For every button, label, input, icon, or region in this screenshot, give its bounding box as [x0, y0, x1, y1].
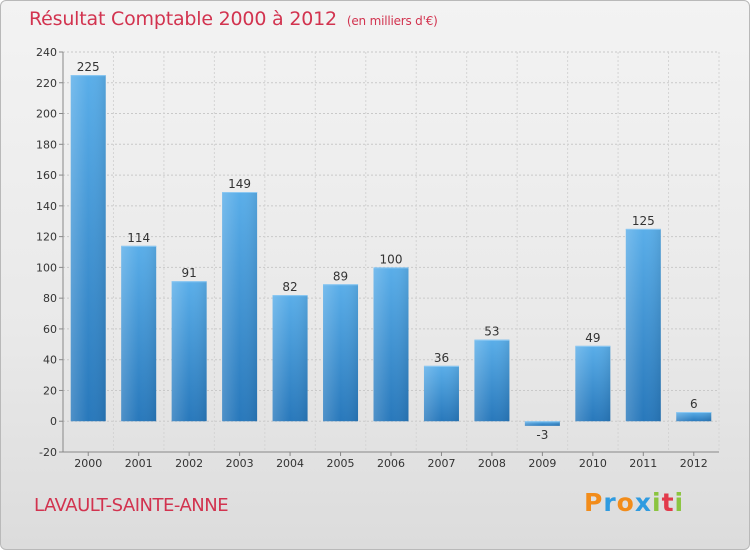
x-tick-label: 2002 [175, 457, 203, 470]
value-label: 82 [282, 280, 297, 294]
y-tick-label: 40 [43, 354, 57, 367]
y-tick-label: 60 [43, 323, 57, 336]
value-label: 125 [632, 214, 655, 228]
value-label: -3 [536, 428, 548, 442]
x-tick-label: 2012 [680, 457, 708, 470]
y-tick-label: 200 [36, 108, 57, 121]
chart-subtitle: (en milliers d'€) [346, 14, 438, 28]
bar-shade [676, 412, 712, 422]
y-tick-label: -20 [39, 446, 57, 459]
y-tick-label: 240 [36, 46, 57, 59]
x-tick-label: 2011 [629, 457, 657, 470]
logo-letter: i [652, 488, 662, 517]
value-label: 114 [127, 231, 150, 245]
chart-title: Résultat Comptable 2000 à 2012 (en millie… [29, 8, 438, 30]
x-tick-label: 2001 [125, 457, 153, 470]
y-tick-label: 100 [36, 261, 57, 274]
bar-layer [70, 75, 712, 426]
x-tick-label: 2008 [478, 457, 506, 470]
bar-shade [474, 339, 510, 422]
logo-letter: r [603, 488, 617, 517]
x-tick-label: 2000 [74, 457, 102, 470]
bar-shade [272, 295, 308, 422]
value-label: 100 [380, 252, 403, 266]
x-tick-label: 2003 [226, 457, 254, 470]
value-label: 149 [228, 177, 251, 191]
commune-name: LAVAULT-SAINTE-ANNE [34, 495, 229, 516]
proxiti-logo[interactable]: Proxiti [584, 488, 684, 517]
value-label: 91 [182, 266, 197, 280]
bar-shade [171, 281, 207, 422]
logo-letter: P [584, 488, 604, 517]
bar-shade [625, 228, 661, 422]
y-tick-label: 140 [36, 200, 57, 213]
chart-title-text: Résultat Comptable 2000 à 2012 [29, 8, 337, 30]
logo-letter: t [661, 488, 675, 517]
bar-shade [121, 245, 157, 422]
value-label: 49 [585, 331, 600, 345]
bar-shade [70, 75, 106, 422]
logo-letter: x [634, 488, 652, 517]
axis-layer: -20 0 20 40 60 80 100 120 140 160 180 200 220 240 2000… [36, 46, 719, 470]
bar-shade [575, 345, 611, 422]
value-label: 89 [333, 269, 348, 283]
bar-shade [323, 284, 359, 422]
x-tick-label: 2005 [327, 457, 355, 470]
x-tick-label: 2004 [276, 457, 304, 470]
y-tick-label: 220 [36, 77, 57, 90]
x-tick-label: 2006 [377, 457, 405, 470]
value-label: 6 [690, 397, 698, 411]
value-label: 225 [77, 60, 100, 74]
bar-shade [373, 267, 409, 422]
x-tick-label: 2007 [427, 457, 455, 470]
logo-letter: o [616, 488, 635, 517]
label-layer: 225 114 91 149 82 89 100 36 53 -3 49 125 6 [77, 60, 698, 442]
logo-letter: i [674, 488, 685, 517]
y-tick-label: 120 [36, 231, 57, 244]
y-tick-label: 160 [36, 169, 57, 182]
x-tick-label: 2009 [528, 457, 556, 470]
value-label: 53 [484, 325, 499, 339]
x-tick-label: 2010 [579, 457, 607, 470]
y-tick-label: 180 [36, 138, 57, 151]
y-tick-label: 80 [43, 292, 57, 305]
y-tick-label: 20 [43, 384, 57, 397]
y-tick-label: 0 [50, 415, 57, 428]
value-label: 36 [434, 351, 449, 365]
bar-shade [222, 192, 258, 422]
bar-shade [423, 365, 459, 422]
bar-shade [524, 421, 560, 426]
